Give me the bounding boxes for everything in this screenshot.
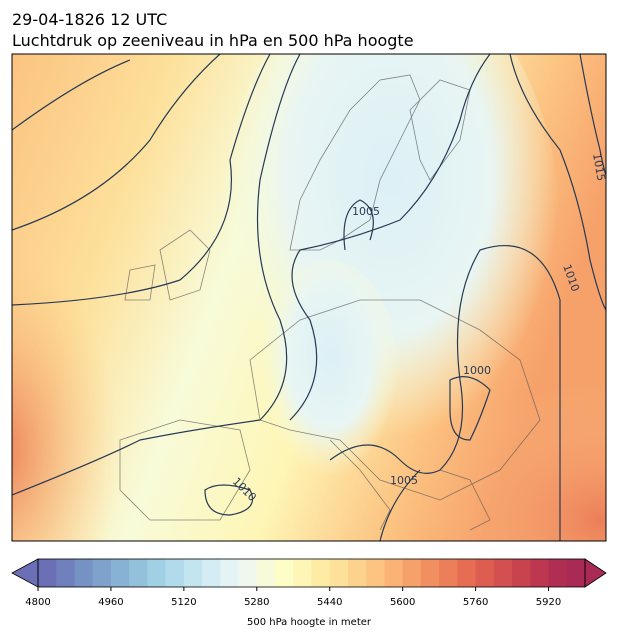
colorbar-segment xyxy=(548,559,568,587)
colorbar-tick-label: 5600 xyxy=(390,597,415,608)
contour-label: 1000 xyxy=(463,364,491,377)
map-frame xyxy=(11,53,607,542)
colorbar-segment xyxy=(493,559,513,587)
colorbar-segment xyxy=(293,559,312,587)
colorbar-tick-label: 5920 xyxy=(536,597,561,608)
contour-label: 1015 xyxy=(590,152,608,182)
colorbar-segment xyxy=(129,559,148,587)
colorbar-extend-high xyxy=(584,558,607,588)
colorbar-segment xyxy=(110,559,130,587)
colorbar-segment xyxy=(256,559,276,587)
colorbar: 4800 4960 5120 5280 5440 5600 5760 5920 xyxy=(11,558,607,608)
colorbar-segment xyxy=(402,559,422,587)
colorbar-segment xyxy=(238,559,258,587)
colorbar-segment xyxy=(183,559,203,587)
colorbar-label: 500 hPa hoogte in meter xyxy=(247,617,372,628)
colorbar-segment xyxy=(512,559,531,587)
contour-label: 1005 xyxy=(352,205,380,218)
colorbar-tick-label: 5280 xyxy=(244,597,269,608)
colorbar-segment xyxy=(366,559,385,587)
colorbar-segment xyxy=(384,559,404,587)
colorbar-segment xyxy=(220,559,240,587)
colorbar-segment xyxy=(457,559,477,587)
subtitle: Luchtdruk op zeeniveau in hPa en 500 hPa… xyxy=(12,31,414,50)
title: 29-04-1826 12 UTC xyxy=(12,10,167,29)
colorbar-segment xyxy=(275,559,294,587)
colorbar-segment xyxy=(475,559,495,587)
colorbar-tick-label: 4960 xyxy=(98,597,123,608)
colorbar-segment xyxy=(202,559,221,587)
colorbar-segment xyxy=(566,559,586,587)
colorbar-segment xyxy=(147,559,167,587)
colorbar-segment xyxy=(74,559,94,587)
colorbar-tick-label: 5120 xyxy=(171,597,196,608)
colorbar-segment xyxy=(420,559,440,587)
colorbar-tick-label: 4800 xyxy=(25,597,50,608)
colorbar-segment xyxy=(347,559,367,587)
colorbar-extend-low xyxy=(11,558,39,588)
colorbar-tick-label: 5440 xyxy=(317,597,342,608)
colorbar-segment xyxy=(329,559,349,587)
colorbar-segment xyxy=(439,559,458,587)
colorbar-segment xyxy=(311,559,331,587)
colorbar-frame xyxy=(37,558,586,588)
contour-label: 1005 xyxy=(390,474,418,487)
colorbar-segment xyxy=(56,559,75,587)
colorbar-segment xyxy=(38,559,57,587)
colorbar-segment xyxy=(92,559,112,587)
colorbar-segment xyxy=(165,559,185,587)
colorbar-segment xyxy=(530,559,550,587)
colorbar-tick-label: 5760 xyxy=(463,597,488,608)
